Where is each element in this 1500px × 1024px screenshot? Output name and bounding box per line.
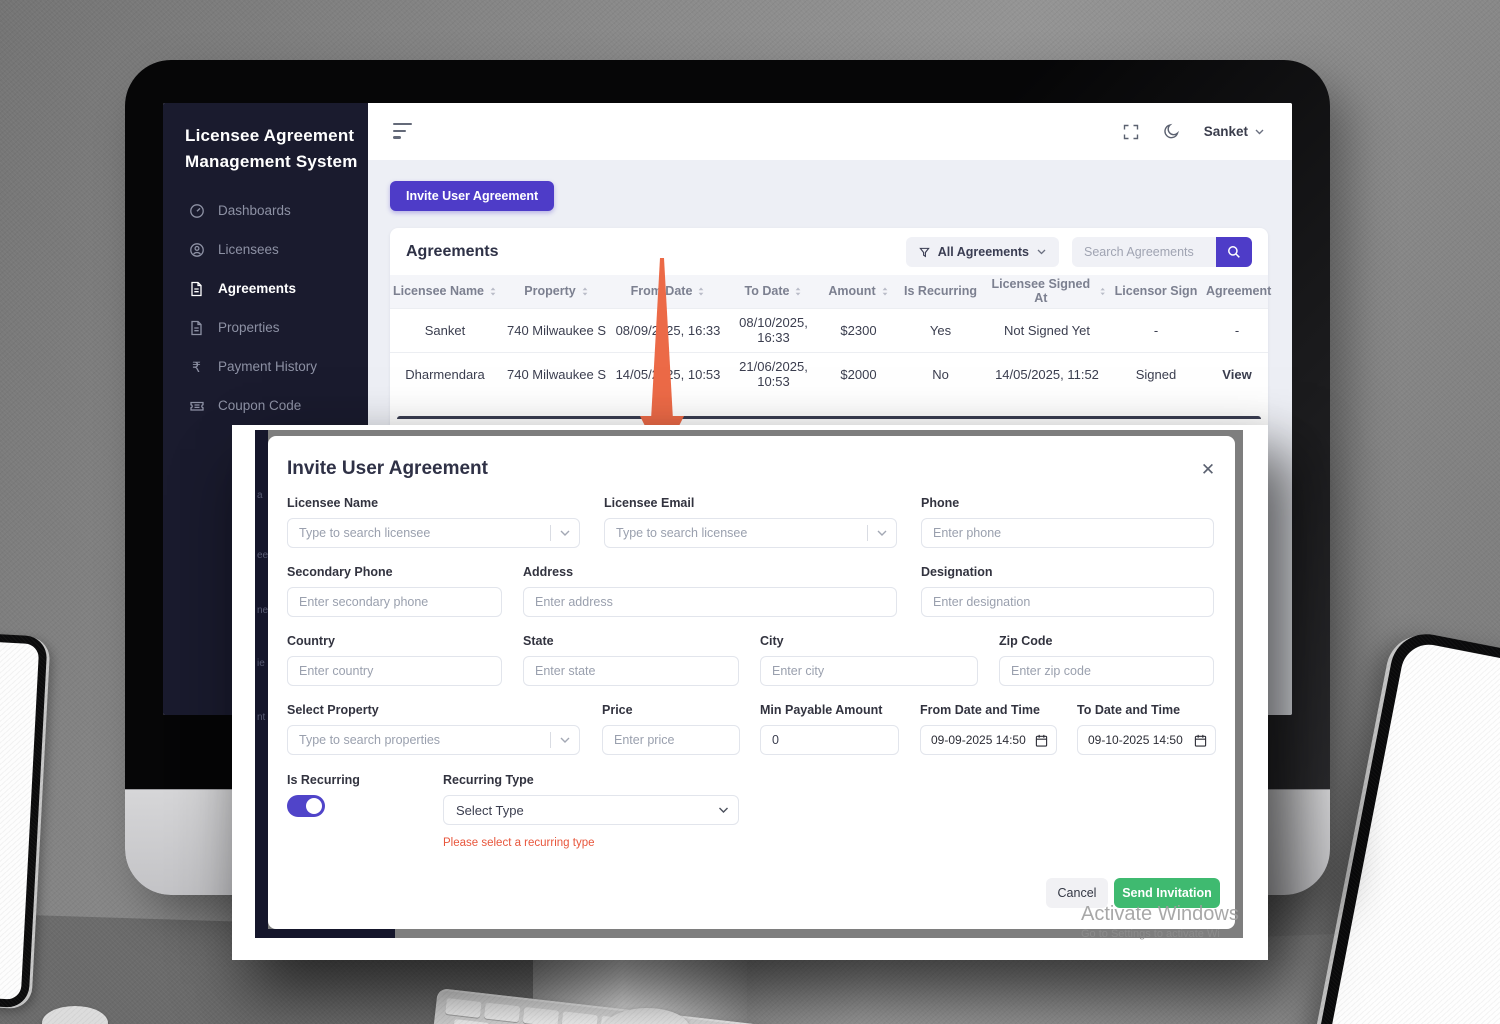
invite-user-agreement-modal: Invite User Agreement ✕ Licensee Name Li… <box>268 436 1235 929</box>
cancel-button[interactable]: Cancel <box>1046 878 1108 908</box>
activate-windows-watermark: Activate Windows <box>1081 903 1239 925</box>
min-payable-amount-input[interactable] <box>761 733 898 747</box>
city-input[interactable] <box>761 664 977 678</box>
zip-code-input[interactable] <box>1000 664 1213 678</box>
sort-icon <box>882 287 888 296</box>
state-input[interactable] <box>524 664 738 678</box>
select-property-input[interactable] <box>288 733 550 747</box>
dark-mode-moon-icon[interactable] <box>1163 123 1180 140</box>
col-licensee-signed-at[interactable]: Licensee Signed At <box>988 275 1106 308</box>
sort-icon <box>796 287 801 296</box>
funnel-icon <box>919 247 930 257</box>
col-agreement: Agreement <box>1206 275 1271 308</box>
sidebar-nav: Dashboards Licensees Agreements <box>163 191 368 425</box>
view-agreement-link[interactable]: View <box>1206 351 1268 396</box>
fullscreen-icon[interactable] <box>1123 124 1139 140</box>
app-title: Licensee Agreement Management System <box>185 126 358 172</box>
country-input[interactable] <box>288 664 501 678</box>
sort-icon <box>699 287 704 296</box>
tablet-screen <box>1309 639 1500 1024</box>
sort-icon <box>490 287 496 296</box>
rupee-icon: ₹ <box>192 358 201 375</box>
col-licensee-name[interactable]: Licensee Name <box>390 275 500 308</box>
col-property[interactable]: Property <box>500 275 613 308</box>
licensee-name-input[interactable] <box>288 526 550 540</box>
agreements-filter-dropdown[interactable]: All Agreements <box>905 237 1059 267</box>
is-recurring-toggle[interactable] <box>287 795 325 817</box>
sort-icon <box>582 287 588 296</box>
user-icon <box>188 241 205 258</box>
chevron-down-icon <box>1037 249 1046 255</box>
col-from-date[interactable]: From Date <box>613 275 723 308</box>
phone-input[interactable] <box>922 526 1213 540</box>
file-icon <box>188 319 205 336</box>
recurring-type-select[interactable]: Select Type <box>443 795 739 825</box>
calendar-icon[interactable] <box>1035 734 1056 747</box>
mouse <box>604 1008 690 1024</box>
ticket-icon <box>188 397 205 414</box>
to-datetime-input[interactable]: 09-10-2025 14:50 <box>1077 725 1216 755</box>
topbar: Sanket <box>368 103 1292 160</box>
chevron-down-icon <box>709 807 738 814</box>
chevron-down-icon[interactable] <box>868 530 896 537</box>
modal-screenshot: a ee ne ie nt Invite User Agreement ✕ Li… <box>232 425 1268 960</box>
sidebar-item-properties[interactable]: Properties <box>163 308 368 347</box>
table-row: Sanket 740 Milwaukee S 08/09/2025, 16:33… <box>390 307 1268 352</box>
secondary-phone-input[interactable] <box>288 595 501 609</box>
menu-toggle-icon[interactable] <box>393 123 415 143</box>
price-input[interactable] <box>603 733 739 747</box>
sidebar-item-dashboards[interactable]: Dashboards <box>163 191 368 230</box>
chevron-down-icon <box>1255 129 1264 134</box>
licensee-email-select[interactable] <box>604 518 897 548</box>
licensee-email-input[interactable] <box>605 526 867 540</box>
search-icon <box>1228 246 1240 258</box>
chevron-down-icon[interactable] <box>551 530 579 537</box>
recurring-type-error: Please select a recurring type <box>443 837 595 849</box>
invite-user-agreement-button[interactable]: Invite User Agreement <box>390 181 555 211</box>
col-licensor-sign: Licensor Sign <box>1106 275 1206 308</box>
table-bottom-edge <box>397 416 1261 419</box>
backdrop-sidebar-band: a ee ne ie nt <box>255 430 268 938</box>
sidebar-item-licensees[interactable]: Licensees <box>163 230 368 269</box>
from-datetime-input[interactable]: 09-09-2025 14:50 <box>920 725 1057 755</box>
card-title: Agreements <box>406 242 499 260</box>
close-icon[interactable]: ✕ <box>1200 460 1216 479</box>
designation-input[interactable] <box>922 595 1213 609</box>
col-to-date[interactable]: To Date <box>723 275 824 308</box>
chevron-down-icon[interactable] <box>551 737 579 744</box>
sidebar-item-agreements[interactable]: Agreements <box>163 269 368 308</box>
file-icon <box>188 280 205 297</box>
phone-corner <box>42 1006 108 1024</box>
gauge-icon <box>188 202 205 219</box>
address-input[interactable] <box>524 595 896 609</box>
sidebar-item-payment-history[interactable]: ₹ Payment History <box>163 347 368 386</box>
select-property-select[interactable] <box>287 725 580 755</box>
activate-windows-subtext: Go to Settings to activate Wi <box>1081 928 1220 940</box>
agreements-card: Agreements All Agreements <box>390 228 1271 428</box>
search-agreements-input[interactable] <box>1072 237 1216 267</box>
send-invitation-button[interactable]: Send Invitation <box>1114 878 1220 908</box>
col-amount[interactable]: Amount <box>824 275 893 308</box>
agreements-table: Licensee Name Property From Date To Date… <box>390 275 1271 396</box>
search-button[interactable] <box>1216 237 1252 267</box>
table-row: Dharmendara 740 Milwaukee S 14/05/2025, … <box>390 351 1268 396</box>
col-is-recurring: Is Recurring <box>893 275 988 308</box>
table-header-row: Licensee Name Property From Date To Date… <box>390 275 1271 308</box>
sort-icon <box>1100 287 1105 295</box>
modal-title: Invite User Agreement <box>287 458 488 479</box>
calendar-icon[interactable] <box>1194 734 1215 747</box>
user-menu[interactable]: Sanket <box>1204 124 1264 139</box>
backdrop-sidebar-band-bottom <box>255 929 395 938</box>
sidebar-item-coupon-code[interactable]: Coupon Code <box>163 386 368 425</box>
licensee-name-select[interactable] <box>287 518 580 548</box>
username: Sanket <box>1203 124 1248 139</box>
